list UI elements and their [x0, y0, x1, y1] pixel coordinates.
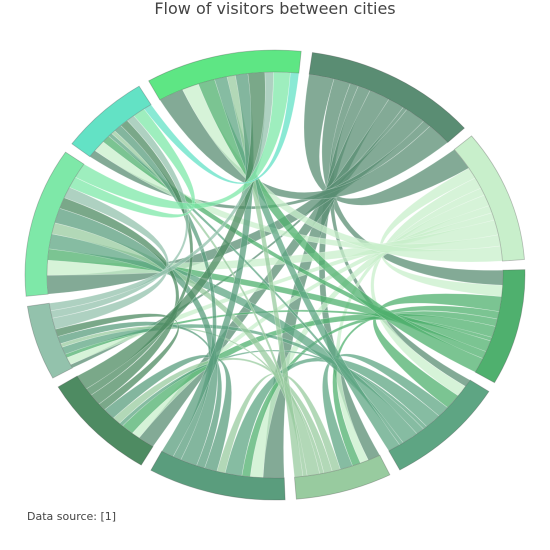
chart-title: Flow of visitors between cities [154, 0, 396, 18]
city-arc[interactable] [388, 379, 490, 471]
chord-ribbon[interactable] [159, 89, 449, 200]
city-arc[interactable] [294, 454, 391, 500]
chord-ribbon[interactable] [303, 73, 470, 206]
chord-ribbon[interactable] [112, 357, 333, 474]
chord-ribbon[interactable] [51, 186, 170, 330]
city-arc[interactable] [26, 302, 73, 379]
data-source-annotation: Data source: [1] [27, 510, 117, 523]
city-arc[interactable] [308, 52, 465, 144]
city-arc[interactable] [57, 375, 154, 466]
ribbon-layer [46, 71, 504, 479]
chord-ribbon[interactable] [76, 71, 266, 390]
city-arc[interactable] [453, 135, 525, 262]
arc-layer [24, 49, 526, 501]
city-arc[interactable] [24, 151, 85, 297]
chord-ribbon[interactable] [89, 120, 431, 210]
city-arc[interactable] [71, 85, 152, 158]
chord-ribbon[interactable] [322, 353, 449, 470]
city-arc[interactable] [148, 49, 302, 101]
city-arc[interactable] [474, 269, 526, 384]
city-arc[interactable] [150, 450, 286, 501]
